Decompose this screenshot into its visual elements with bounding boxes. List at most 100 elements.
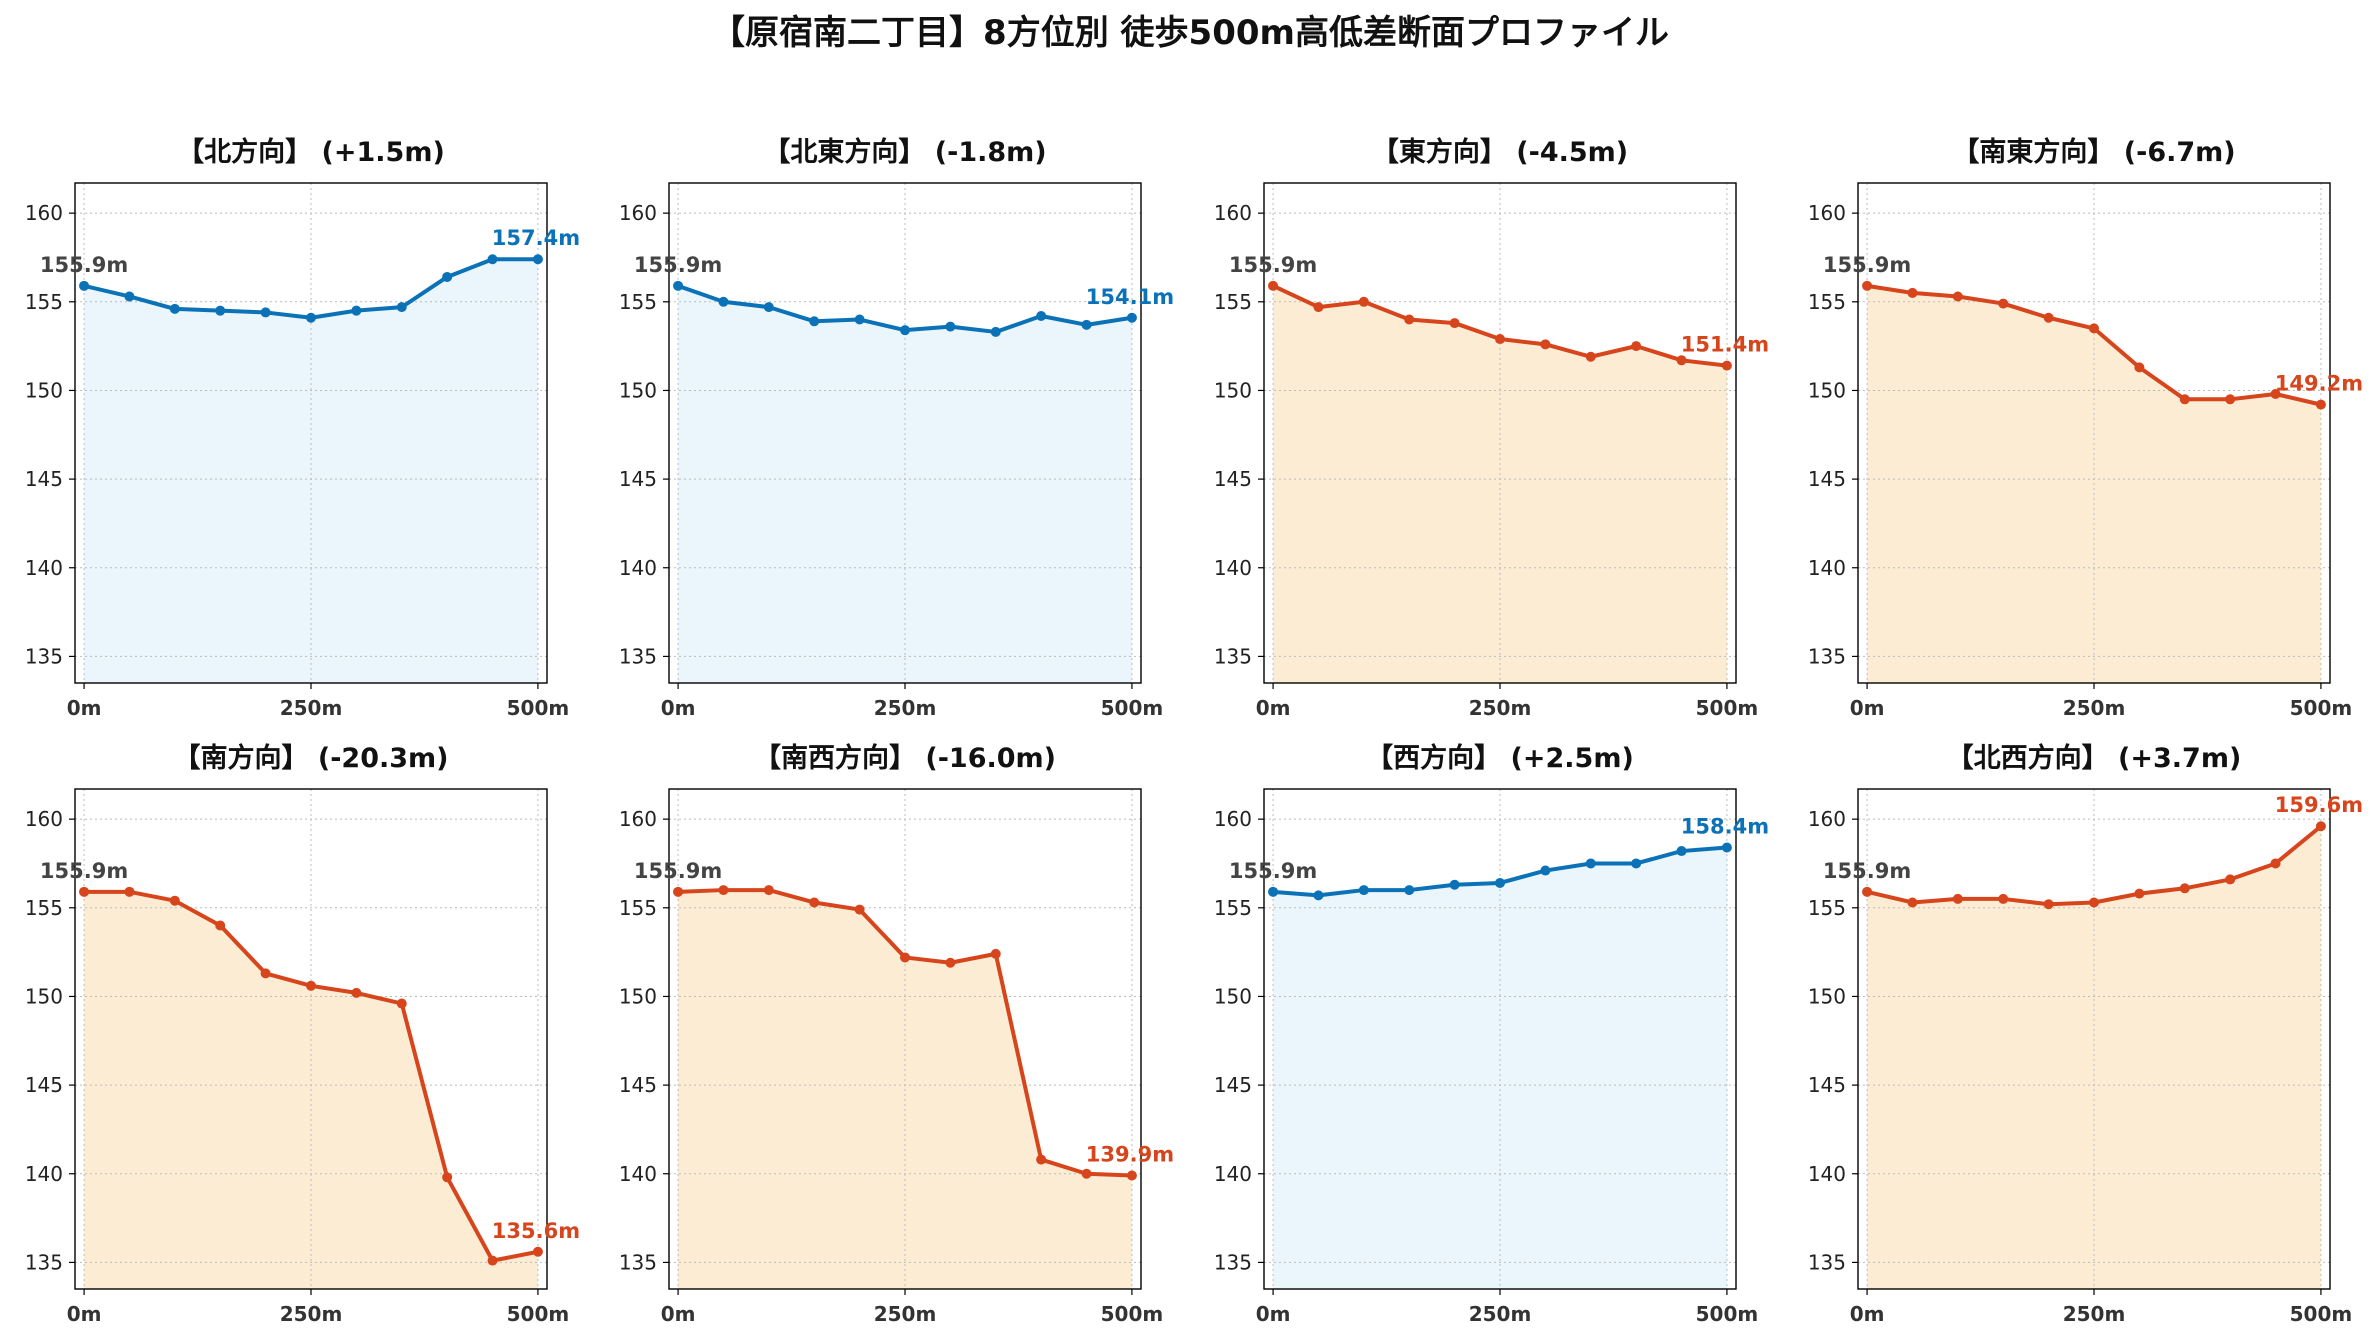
data-point: [124, 886, 135, 897]
data-point: [900, 325, 910, 336]
y-tick-label: 135: [1808, 1250, 1846, 1274]
y-tick-label: 135: [25, 644, 63, 668]
data-point: [900, 952, 910, 963]
x-tick-label: 500m: [1696, 1302, 1759, 1326]
data-point: [532, 254, 543, 265]
x-tick-label: 0m: [67, 696, 102, 720]
x-tick-label: 500m: [507, 1302, 570, 1326]
y-tick-label: 155: [1808, 896, 1846, 920]
data-point: [396, 998, 407, 1009]
start-elevation-label: 155.9m: [1823, 253, 1911, 277]
y-tick-label: 145: [25, 467, 63, 491]
panel-0: 【北方向】 (+1.5m) 135 140 145 150 155 160 0m 250m 500…: [25, 136, 580, 720]
y-tick-label: 155: [619, 290, 657, 314]
data-point: [990, 326, 1001, 337]
data-point: [1862, 886, 1873, 897]
data-point: [1676, 355, 1687, 366]
data-point: [1081, 1168, 1092, 1179]
x-tick-label: 0m: [661, 1302, 696, 1326]
y-tick-label: 160: [25, 807, 63, 831]
y-tick-label: 135: [25, 1250, 63, 1274]
y-tick-label: 140: [619, 556, 657, 580]
y-tick-label: 135: [619, 1250, 657, 1274]
data-point: [945, 321, 956, 332]
y-tick-label: 150: [619, 378, 657, 402]
data-point: [718, 885, 729, 896]
data-point: [532, 1246, 543, 1257]
y-tick-label: 140: [25, 556, 63, 580]
y-tick-label: 160: [1808, 807, 1846, 831]
y-tick-label: 150: [25, 378, 63, 402]
y-tick-label: 135: [1214, 644, 1252, 668]
y-tick-label: 150: [1214, 984, 1252, 1008]
data-point: [1449, 318, 1460, 329]
x-tick-label: 0m: [1850, 1302, 1885, 1326]
panel-title: 【南東方向】 (-6.7m): [1952, 136, 2235, 168]
y-tick-label: 160: [25, 201, 63, 225]
y-tick-label: 140: [1808, 556, 1846, 580]
data-point: [260, 307, 271, 318]
data-point: [718, 296, 729, 307]
data-point: [487, 1255, 498, 1266]
data-point: [79, 886, 90, 897]
data-point: [1907, 287, 1918, 298]
panel-title: 【西方向】 (+2.5m): [1366, 742, 1634, 774]
data-point: [2089, 323, 2099, 334]
y-tick-label: 145: [1214, 1073, 1252, 1097]
data-point: [1540, 339, 1551, 350]
data-point: [1404, 314, 1415, 325]
data-point: [306, 312, 316, 323]
x-tick-label: 0m: [1256, 696, 1291, 720]
data-point: [1585, 858, 1596, 869]
x-tick-label: 500m: [1101, 696, 1164, 720]
y-tick-label: 160: [619, 201, 657, 225]
x-tick-label: 250m: [1469, 696, 1532, 720]
end-elevation-label: 154.1m: [1086, 285, 1174, 309]
data-point: [854, 314, 865, 325]
data-point: [1676, 846, 1687, 857]
x-tick-label: 250m: [1469, 1302, 1532, 1326]
direction-panels: 【北方向】 (+1.5m) 135 140 145 150 155 160 0m 250m 500…: [25, 136, 2363, 1326]
data-point: [351, 987, 362, 998]
x-tick-label: 0m: [67, 1302, 102, 1326]
x-tick-label: 0m: [1256, 1302, 1291, 1326]
data-point: [1631, 858, 1642, 869]
data-point: [396, 302, 407, 313]
x-tick-label: 500m: [1101, 1302, 1164, 1326]
data-point: [1998, 893, 2009, 904]
data-point: [1268, 886, 1279, 897]
data-point: [1495, 877, 1505, 888]
data-point: [2134, 362, 2145, 373]
start-elevation-label: 155.9m: [40, 859, 128, 883]
y-tick-label: 135: [1214, 1250, 1252, 1274]
data-point: [1081, 319, 1092, 330]
y-tick-label: 150: [1808, 378, 1846, 402]
x-tick-label: 0m: [661, 696, 696, 720]
x-tick-label: 500m: [507, 696, 570, 720]
data-point: [1268, 280, 1279, 291]
data-point: [2134, 888, 2145, 899]
y-tick-label: 145: [1214, 467, 1252, 491]
end-elevation-label: 157.4m: [492, 226, 580, 250]
data-point: [1126, 1170, 1137, 1181]
data-point: [442, 271, 453, 282]
x-tick-label: 250m: [280, 1302, 343, 1326]
start-elevation-label: 155.9m: [40, 253, 128, 277]
panel-title: 【北方向】 (+1.5m): [177, 136, 445, 168]
panel-6: 【西方向】 (+2.5m) 135 140 145 150 155 160 0m 250m 500…: [1214, 742, 1769, 1326]
x-tick-label: 250m: [280, 696, 343, 720]
end-elevation-label: 158.4m: [1681, 815, 1769, 839]
data-point: [169, 303, 180, 314]
data-point: [1358, 885, 1369, 896]
x-tick-label: 250m: [874, 696, 937, 720]
data-point: [1540, 865, 1551, 876]
y-tick-label: 160: [619, 807, 657, 831]
data-point: [673, 886, 684, 897]
y-tick-label: 155: [1214, 290, 1252, 314]
data-point: [809, 316, 820, 327]
data-point: [809, 897, 820, 908]
x-tick-label: 250m: [2063, 696, 2126, 720]
data-point: [1721, 842, 1732, 853]
data-point: [442, 1172, 453, 1183]
